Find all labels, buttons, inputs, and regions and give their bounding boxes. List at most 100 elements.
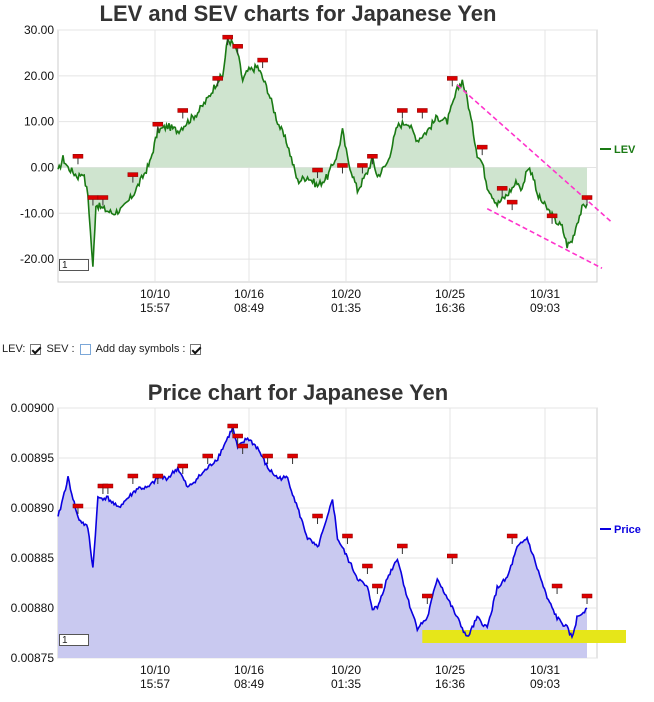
lev-flag-mark [496, 186, 508, 191]
price-y-tick-label: 0.00900 [11, 401, 55, 415]
price-flag-mark [551, 583, 563, 589]
lev-flag-mark [127, 172, 139, 177]
lev-series-line [57, 37, 588, 267]
lev-chart-title: LEV and SEV charts for Japanese Yen [100, 1, 497, 26]
lev-y-tick-label: -20.00 [20, 252, 54, 266]
lev-day-symbols [72, 34, 593, 224]
price-flag-mark [72, 503, 84, 509]
price-legend-label: Price [614, 524, 641, 536]
price-flag-mark [232, 433, 243, 439]
lev-area [58, 39, 587, 267]
lev-flag-mark [546, 213, 558, 219]
price-day-symbols [72, 423, 593, 604]
sev-checkbox[interactable] [79, 343, 91, 355]
lev-x-tick-date: 10/16 [234, 287, 264, 301]
lev-zoom-input[interactable]: 1 [59, 259, 89, 271]
price-x-tick-date: 10/16 [234, 663, 264, 677]
lev-flag-mark [97, 195, 109, 200]
lev-x-tick-date: 10/31 [530, 287, 560, 301]
lev-x-tick-time: 16:36 [435, 301, 465, 315]
price-x-tick-time: 09:03 [530, 677, 560, 691]
lev-y-tick-label: -10.00 [20, 206, 54, 220]
price-y-tick-label: 0.00885 [11, 551, 55, 565]
chart-controls: LEV: SEV : Add day symbols : [2, 343, 203, 355]
lev-flag-mark [232, 44, 243, 49]
lev-y-axis: 30.00 20.00 10.00 0.00 -10.00 -20.00 [20, 23, 54, 266]
price-x-tick-time: 08:49 [234, 677, 264, 691]
day-symbols-label: Add day symbols : [95, 343, 186, 355]
price-series-line [57, 426, 588, 640]
price-y-tick-label: 0.00895 [11, 451, 55, 465]
price-flag-mark [202, 453, 213, 459]
price-y-axis: 0.00900 0.00895 0.00890 0.00885 0.00880 0.008… [11, 401, 55, 665]
price-y-tick-label: 0.00875 [11, 651, 55, 665]
price-chart-title: Price chart for Japanese Yen [148, 380, 448, 405]
price-flag-mark [287, 453, 298, 459]
lev-x-tick-date: 10/20 [331, 287, 361, 301]
lev-trend-line [486, 207, 603, 269]
price-flag-mark [422, 593, 433, 599]
lev-plot-area [57, 29, 598, 283]
lev-x-tick-time: 09:03 [530, 301, 560, 315]
lev-y-tick-label: 0.00 [31, 160, 55, 174]
lev-legend-label: LEV [614, 144, 636, 156]
lev-x-tick-time: 15:57 [140, 301, 170, 315]
price-x-tick-time: 15:57 [140, 677, 170, 691]
price-flag-mark [152, 473, 164, 479]
price-chart: Price chart for Japanese Yen 0.009000.00… [11, 380, 641, 691]
lev-x-tick-time: 01:35 [331, 301, 361, 315]
price-flag-mark [342, 533, 353, 539]
lev-flag-mark [257, 57, 268, 63]
price-flag-mark [312, 513, 323, 519]
price-flag-mark [127, 473, 139, 479]
lev-x-tick-date: 10/25 [435, 287, 465, 301]
price-flag-mark [581, 593, 593, 599]
lev-flag-mark [447, 76, 458, 81]
price-x-tick-date: 10/31 [530, 663, 560, 677]
price-y-tick-label: 0.00890 [11, 501, 55, 515]
lev-flag-mark [397, 108, 408, 113]
price-x-tick-time: 01:35 [331, 677, 361, 691]
price-flag-mark [237, 443, 248, 449]
lev-flag-mark [177, 108, 189, 113]
lev-checkbox[interactable] [30, 343, 42, 355]
price-x-tick-date: 10/10 [140, 663, 170, 677]
lev-flag-mark [72, 154, 84, 159]
price-flag-mark [447, 553, 458, 559]
price-zoom-input[interactable]: 1 [59, 634, 89, 646]
lev-x-tick-time: 08:49 [234, 301, 264, 315]
price-flag-mark [397, 543, 408, 549]
price-highlight-band [422, 630, 626, 643]
price-flag-mark [506, 533, 518, 539]
price-x-tick-date: 10/20 [331, 663, 361, 677]
price-y-tick-label: 0.00880 [11, 601, 55, 615]
lev-flag-mark [581, 195, 593, 200]
price-x-tick-time: 16:36 [435, 677, 465, 691]
price-x-tick-date: 10/25 [435, 663, 465, 677]
price-flag-mark [362, 563, 373, 569]
lev-flag-mark [367, 154, 378, 159]
price-flag-mark [262, 453, 273, 459]
lev-y-tick-label: 20.00 [24, 69, 54, 83]
price-flag-mark [372, 583, 383, 589]
lev-flag-mark [312, 167, 323, 173]
lev-chart: LEV and SEV charts for Japanese Yen 30.0… [20, 1, 636, 315]
lev-y-tick-label: 10.00 [24, 115, 54, 129]
sev-toggle-label: SEV : [46, 343, 75, 355]
lev-flag-mark [222, 34, 233, 40]
price-flag-mark [102, 483, 114, 489]
lev-flag-mark [357, 163, 368, 168]
lev-y-tick-label: 30.00 [24, 23, 54, 37]
lev-x-tick-date: 10/10 [140, 287, 170, 301]
lev-flag-mark [152, 121, 164, 127]
lev-flag-mark [417, 108, 428, 113]
lev-flag-mark [506, 199, 518, 205]
day-symbols-checkbox[interactable] [190, 343, 202, 355]
price-flag-mark [177, 463, 189, 469]
price-flag-mark [227, 423, 238, 429]
lev-flag-mark [476, 144, 488, 150]
lev-toggle-label: LEV: [2, 343, 26, 355]
lev-flag-mark [212, 76, 223, 81]
